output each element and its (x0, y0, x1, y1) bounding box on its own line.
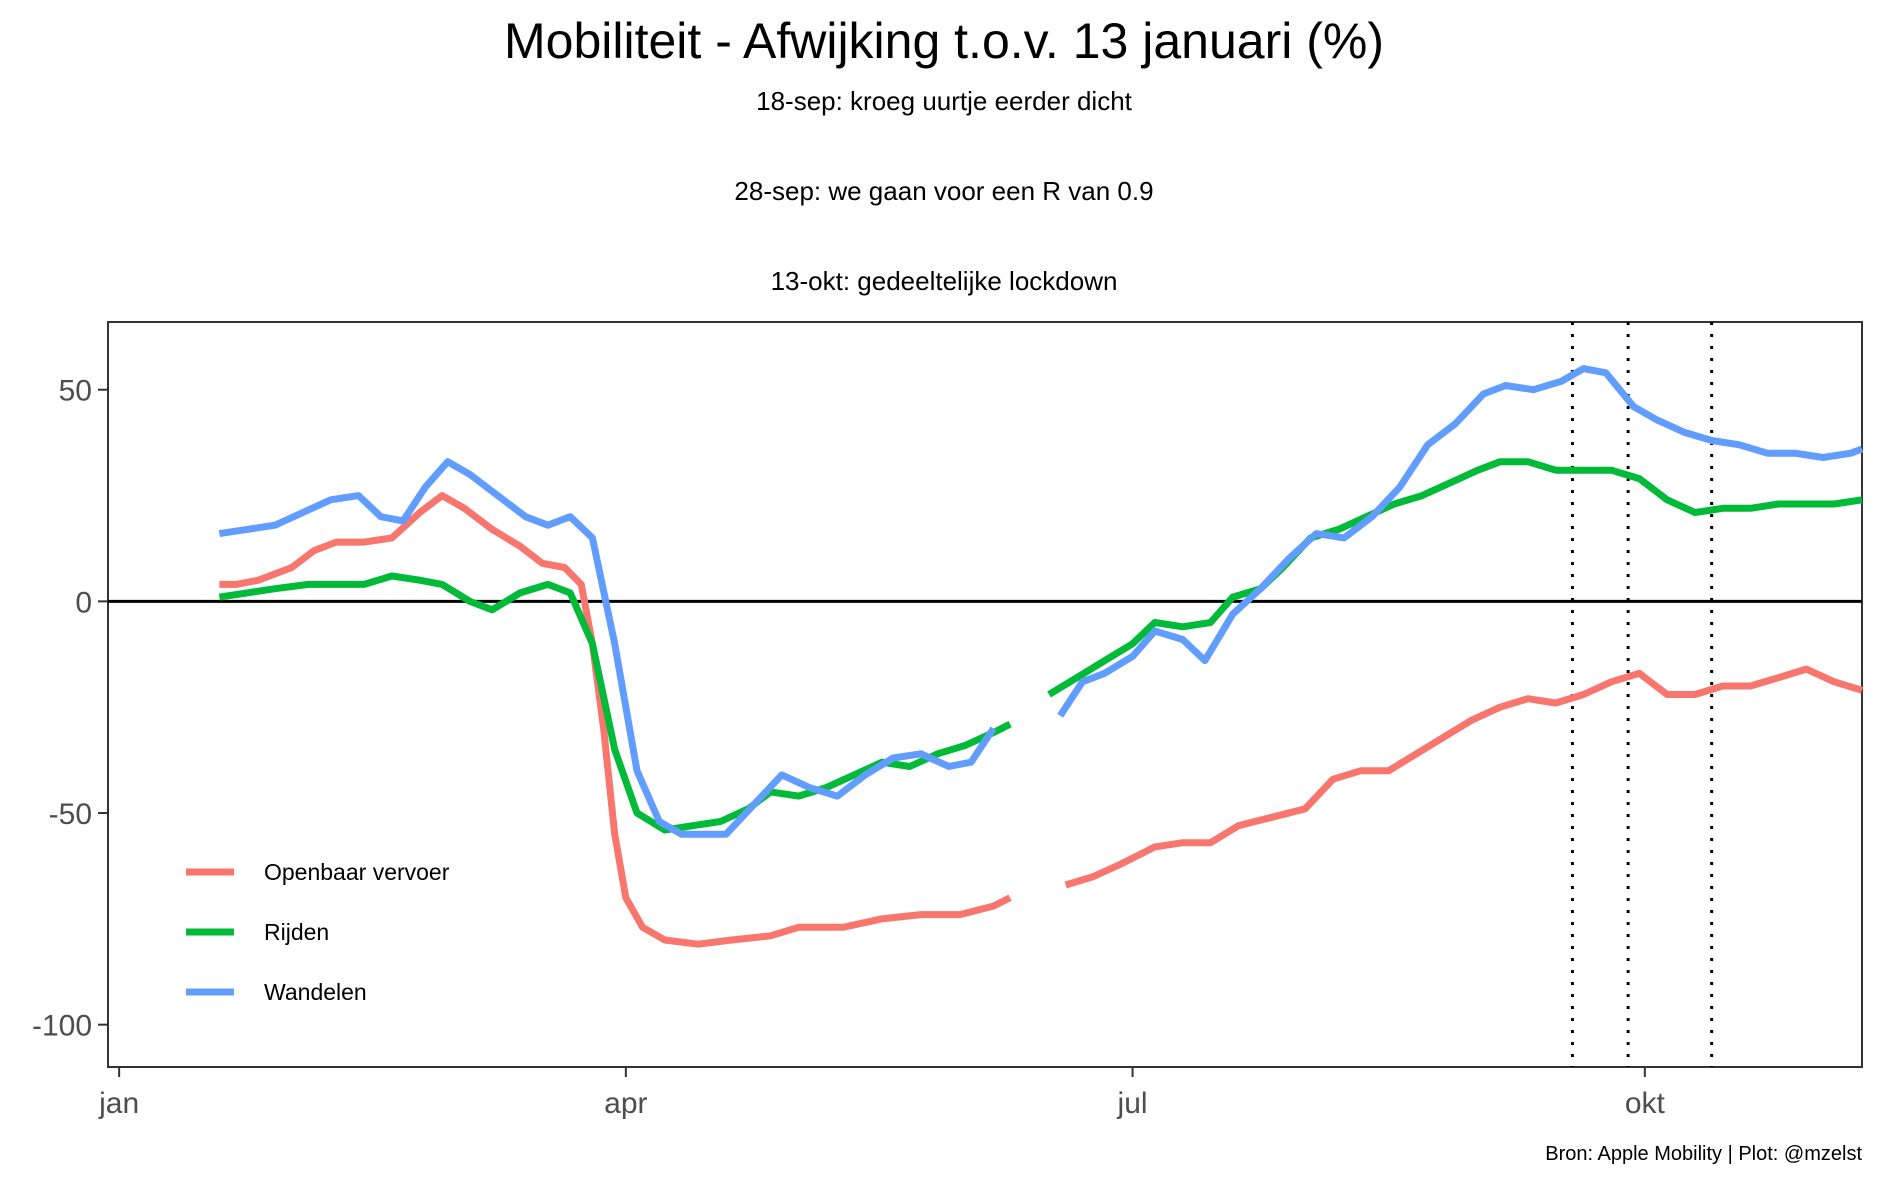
series-lines (218, 365, 1864, 948)
x-axis: jan apr jul okt (98, 1067, 1666, 1120)
caption: Bron: Apple Mobility | Plot: @mzelst (1545, 1143, 1862, 1165)
chart-title: Mobiliteit - Afwijking t.o.v. 13 januari… (504, 13, 1384, 69)
y-axis: 50 0 -50 -100 (32, 375, 108, 1043)
series-line-segment (218, 458, 997, 838)
series-line-segment (1064, 665, 1864, 889)
y-tick-label: 0 (75, 586, 92, 619)
subtitle-line-3: 13-okt: gedeeltelijke lockdown (771, 266, 1118, 296)
x-tick-label: jul (1117, 1087, 1148, 1120)
legend-label-3: Wandelen (264, 979, 367, 1005)
y-tick-label: -50 (49, 798, 92, 831)
subtitle-line-2: 28-sep: we gaan voor een R van 0.9 (734, 176, 1153, 206)
series-line-segment (219, 492, 1012, 948)
y-tick-label: -100 (32, 1010, 92, 1043)
series-line-segment (1047, 458, 1863, 698)
legend: Openbaar vervoer Rijden Wandelen (186, 859, 450, 1005)
plot-panel (107, 321, 1863, 1068)
legend-label-1: Openbaar vervoer (264, 859, 450, 885)
x-tick-label: jan (98, 1087, 139, 1120)
subtitle-line-1: 18-sep: kroeg uurtje eerder dicht (756, 86, 1133, 116)
x-tick-label: apr (604, 1087, 647, 1120)
x-tick-label: okt (1625, 1087, 1666, 1120)
y-tick-label: 50 (59, 375, 92, 408)
series-wandelen (218, 365, 1864, 838)
legend-label-2: Rijden (264, 919, 329, 945)
series-line-segment (1057, 365, 1864, 718)
series-openbaar-vervoer (219, 492, 1864, 948)
